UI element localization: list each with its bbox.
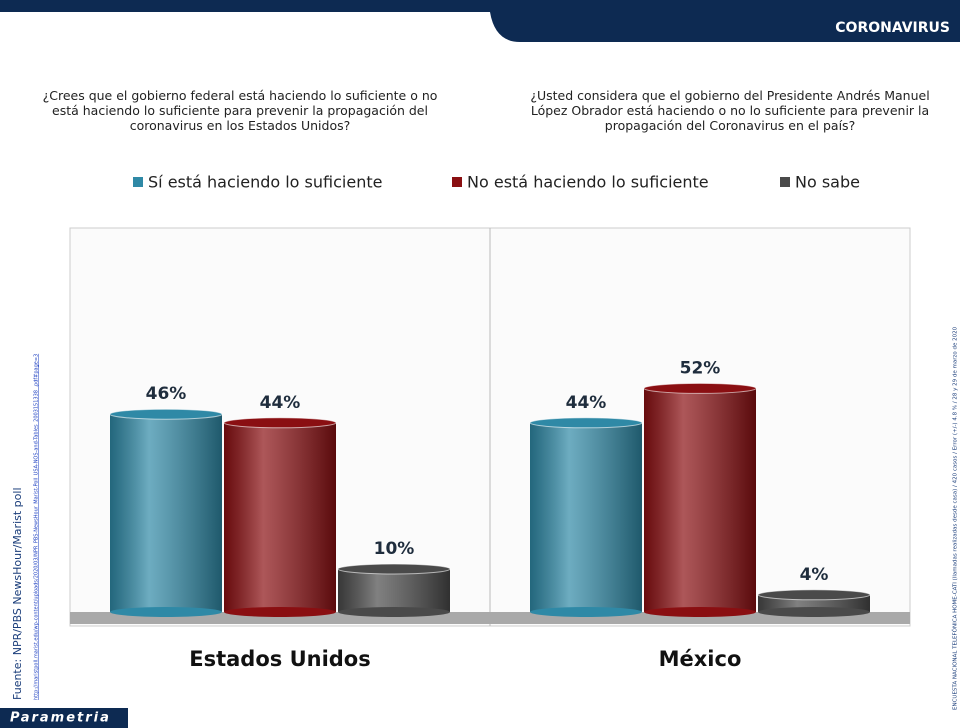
bar-cap <box>223 417 337 429</box>
bar-cap <box>109 408 223 420</box>
legend-swatch <box>780 177 790 187</box>
value-label: 10% <box>374 539 415 559</box>
bar-cap <box>643 382 757 394</box>
source: Fuente: NPR/PBS NewsHour/Marist poll <box>11 488 24 701</box>
header-bar <box>0 0 960 12</box>
bar-foot <box>224 607 336 617</box>
legend-label: Sí está haciendo lo suficiente <box>148 173 382 192</box>
bar-shade <box>224 422 336 612</box>
value-label: 44% <box>260 393 301 413</box>
bar-cap <box>757 589 871 601</box>
bar-shade <box>338 569 450 612</box>
value-label: 46% <box>146 384 187 404</box>
legend-label: No está haciendo lo suficiente <box>467 173 709 192</box>
section-title: CORONAVIRUS <box>835 20 950 36</box>
question: ¿Crees que el gobierno federal está haci… <box>42 88 438 133</box>
bar-shade <box>644 388 756 612</box>
legend-swatch <box>452 177 462 187</box>
value-label: 52% <box>680 358 721 378</box>
bar-foot <box>110 607 222 617</box>
bar-foot <box>644 607 756 617</box>
header-tab <box>490 12 960 42</box>
bar-foot <box>338 607 450 617</box>
value-label: 4% <box>800 565 829 585</box>
bar-shade <box>110 414 222 612</box>
brand: Parametria <box>10 711 111 726</box>
methodology: ENCUESTA NACIONAL TELEFÓNICA HOME-CATI (… <box>952 326 959 710</box>
bar-foot <box>758 607 870 617</box>
bar-shade <box>530 422 642 612</box>
x-tick-label: Estados Unidos <box>189 647 370 671</box>
question: ¿Usted considera que el gobierno del Pre… <box>530 88 930 133</box>
bar-cap <box>529 417 643 429</box>
x-tick-label: México <box>659 647 742 671</box>
brand-box <box>0 708 128 728</box>
source-link[interactable]: http://maristpoll.marist.edu/wp-content/… <box>34 354 40 700</box>
bar-cap <box>337 563 451 575</box>
bar-foot <box>530 607 642 617</box>
legend-swatch <box>133 177 143 187</box>
value-label: 44% <box>566 393 607 413</box>
legend-label: No sabe <box>795 173 860 192</box>
